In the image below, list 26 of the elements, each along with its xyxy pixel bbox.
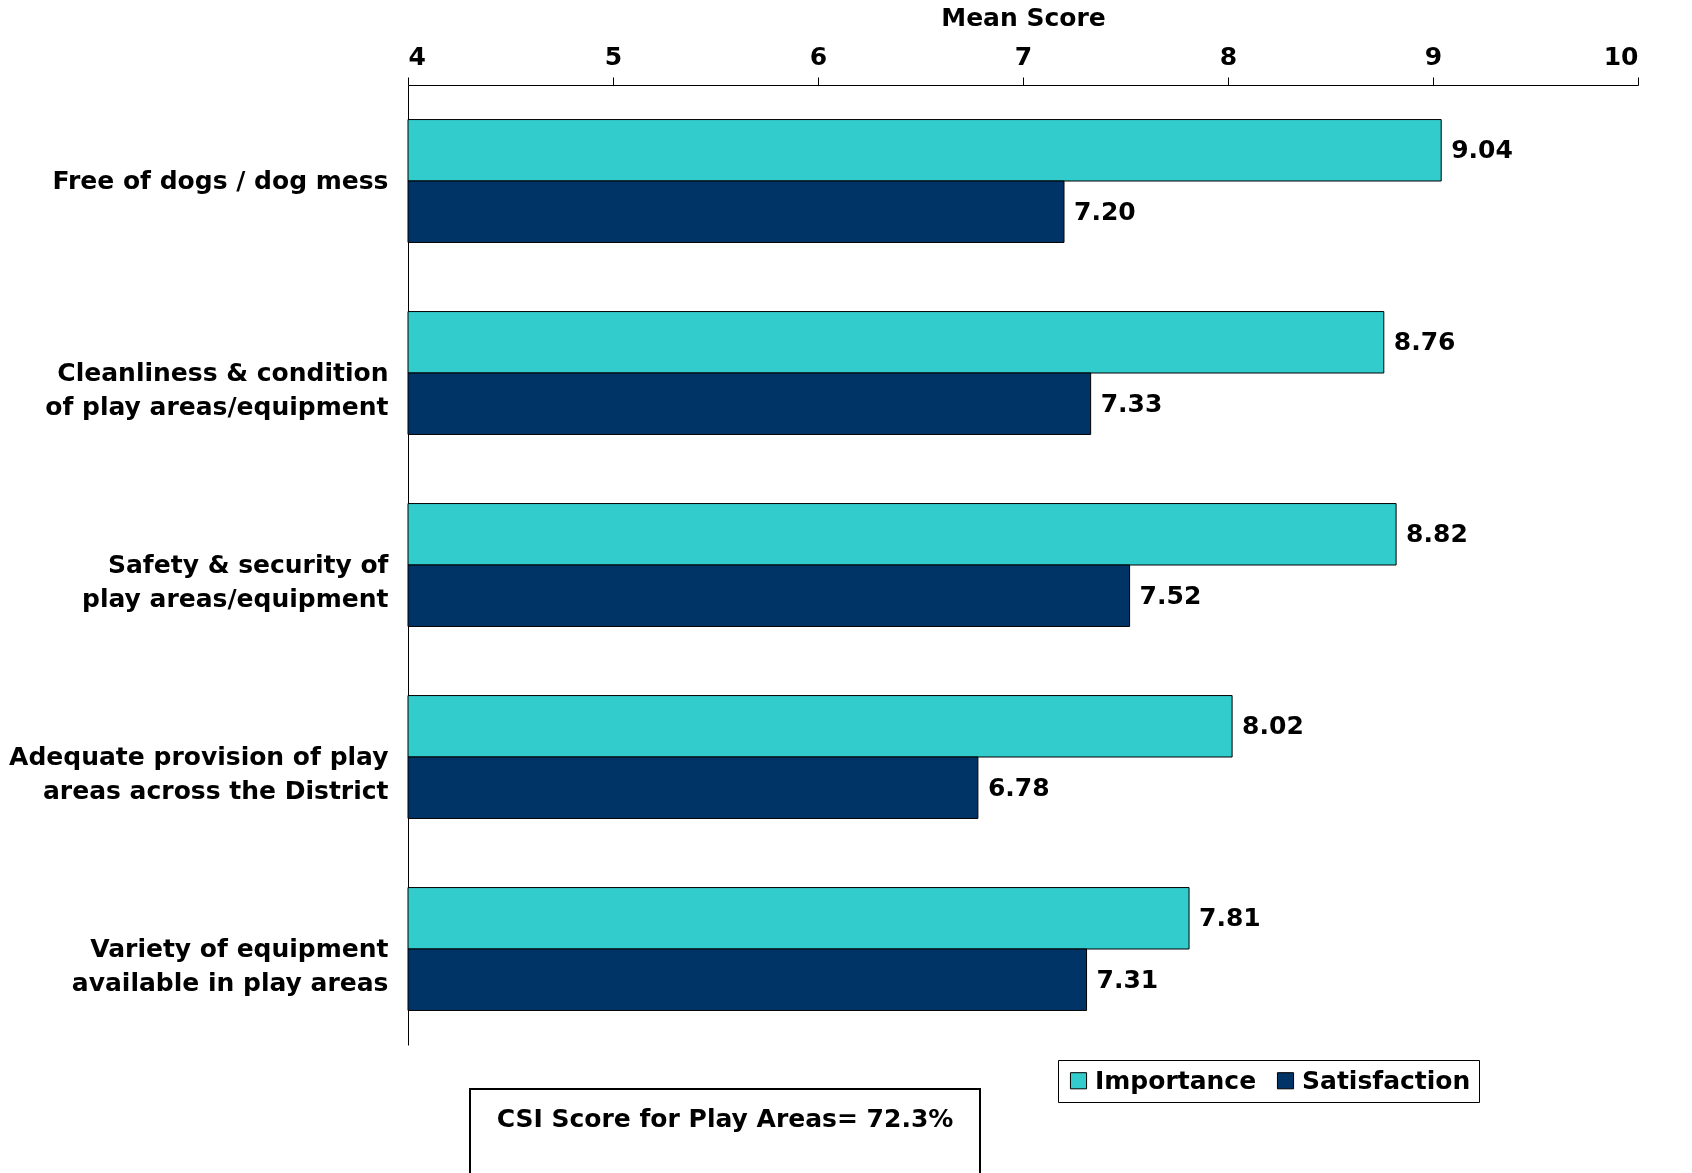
x-tick-label: 7 (1014, 41, 1033, 71)
x-tick-label: 9 (1424, 41, 1443, 71)
x-tick-label: 5 (604, 41, 623, 71)
y-tick-label: Variety of equipment available in play areas (71, 934, 389, 997)
x-axis-title: Mean Score (941, 2, 1106, 32)
x-tick-label: 8 (1219, 41, 1238, 71)
y-tick-label: Adequate provision of play areas across the District (9, 742, 389, 805)
data-label: 9.04 (1451, 135, 1513, 165)
data-label: 7.31 (1096, 964, 1159, 994)
y-tick-label: Cleanliness & condition of play areas/equipment (45, 358, 389, 421)
data-label: 8.02 (1242, 711, 1304, 741)
data-label: 6.78 (987, 772, 1050, 802)
data-label: 7.20 (1074, 196, 1136, 226)
data-label: 8.82 (1406, 519, 1468, 549)
x-tick-label: 6 (809, 41, 828, 71)
data-label: 7.33 (1100, 388, 1163, 418)
legend-label: Satisfaction (1302, 1065, 1471, 1095)
text: CSI Score for Play Areas= 72.3% (469, 1088, 981, 1173)
legend-label: Importance (1095, 1065, 1257, 1095)
x-tick-label: 4 (408, 41, 426, 71)
y-tick-label: Free of dogs / dog mess (52, 166, 389, 195)
data-label: 8.76 (1393, 327, 1456, 357)
y-tick-label: Safety & security of play areas/equipment (82, 550, 390, 613)
x-tick-label: 10 (1603, 41, 1639, 71)
data-label: 7.52 (1139, 580, 1202, 610)
data-label: 7.81 (1199, 903, 1261, 933)
